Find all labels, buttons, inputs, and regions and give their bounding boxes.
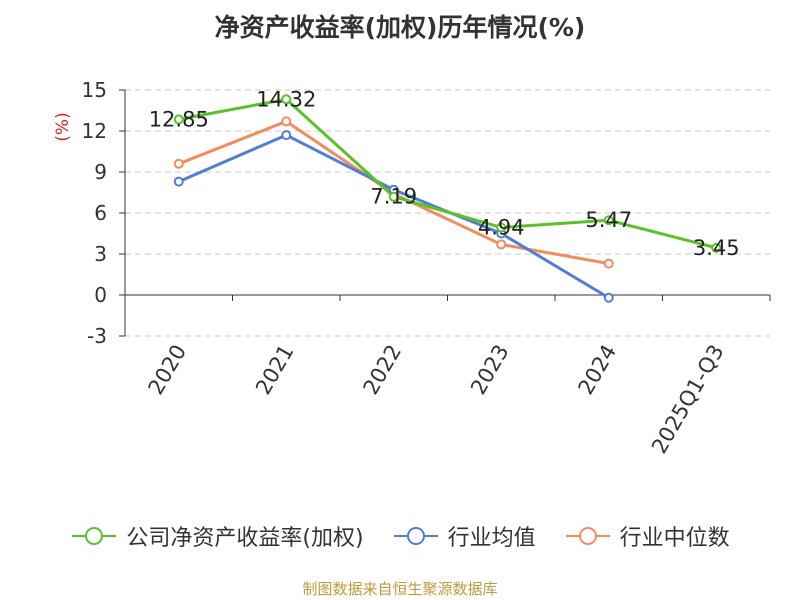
data-point — [496, 239, 507, 250]
data-point — [281, 94, 292, 105]
data-point — [173, 158, 184, 169]
data-label: 3.45 — [693, 236, 740, 260]
source-note: 制图数据来自恒生聚源数据库 — [302, 580, 498, 598]
data-point — [173, 176, 184, 187]
y-tick-label: 9 — [94, 160, 107, 184]
x-tick-label: 2020 — [144, 341, 192, 399]
y-axis-label: (%) — [53, 112, 73, 141]
y-tick-label: 3 — [94, 242, 107, 266]
y-tick-label: -3 — [87, 324, 107, 348]
y-tick-label: 12 — [82, 119, 107, 143]
data-point — [711, 242, 722, 253]
x-tick-label: 2022 — [359, 341, 407, 399]
legend-item-industry-median[interactable]: 行业中位数 — [564, 520, 730, 552]
data-point — [281, 130, 292, 141]
legend-item-industry-mean[interactable]: 行业均值 — [392, 520, 536, 552]
legend-label: 行业中位数 — [619, 526, 730, 551]
data-point — [603, 215, 614, 226]
y-tick-label: 0 — [94, 283, 107, 307]
legend: 公司净资产收益率(加权) 行业均值 行业中位数 — [0, 520, 800, 552]
series-lines — [178, 97, 717, 300]
legend-marker-icon — [393, 527, 438, 545]
x-tick-label: 2025Q1-Q3 — [647, 341, 729, 458]
axes: 15 12 9 6 3 0 -3 (%) 2020 2021 2022 2023 2024 2025Q1-… — [53, 78, 771, 458]
series-points — [173, 94, 722, 303]
legend-label: 公司净资产收益率(加权) — [126, 526, 364, 551]
x-tick-label: 2021 — [251, 341, 299, 399]
data-point — [281, 116, 292, 127]
data-point — [388, 191, 399, 202]
data-point — [603, 258, 614, 269]
y-tick-label: 6 — [94, 201, 107, 225]
series-line-0 — [178, 97, 717, 250]
data-point — [496, 222, 507, 233]
data-label: 12.85 — [149, 107, 209, 131]
legend-label: 行业均值 — [447, 526, 536, 551]
data-label: 5.47 — [585, 208, 632, 232]
data-label: 7.19 — [370, 185, 417, 209]
series-line-1 — [178, 133, 610, 300]
legend-marker-icon — [565, 527, 610, 545]
legend-marker-icon — [72, 527, 117, 545]
data-labels: 12.85 14.32 7.19 4.94 5.47 3.45 — [149, 87, 740, 260]
legend-item-company[interactable]: 公司净资产收益率(加权) — [70, 520, 364, 552]
data-label: 4.94 — [478, 215, 525, 239]
chart-title: 净资产收益率(加权)历年情况(%) — [214, 13, 586, 42]
y-tick-label: 15 — [82, 78, 107, 102]
data-label: 14.32 — [256, 87, 316, 111]
data-point — [173, 114, 184, 125]
data-point — [603, 292, 614, 303]
x-tick-label: 2023 — [466, 341, 514, 399]
x-tick-label: 2024 — [574, 341, 622, 399]
